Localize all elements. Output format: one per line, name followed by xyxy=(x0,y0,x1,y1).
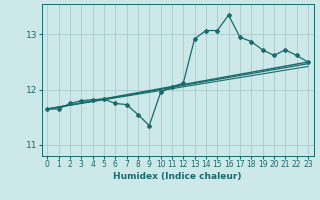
X-axis label: Humidex (Indice chaleur): Humidex (Indice chaleur) xyxy=(113,172,242,181)
